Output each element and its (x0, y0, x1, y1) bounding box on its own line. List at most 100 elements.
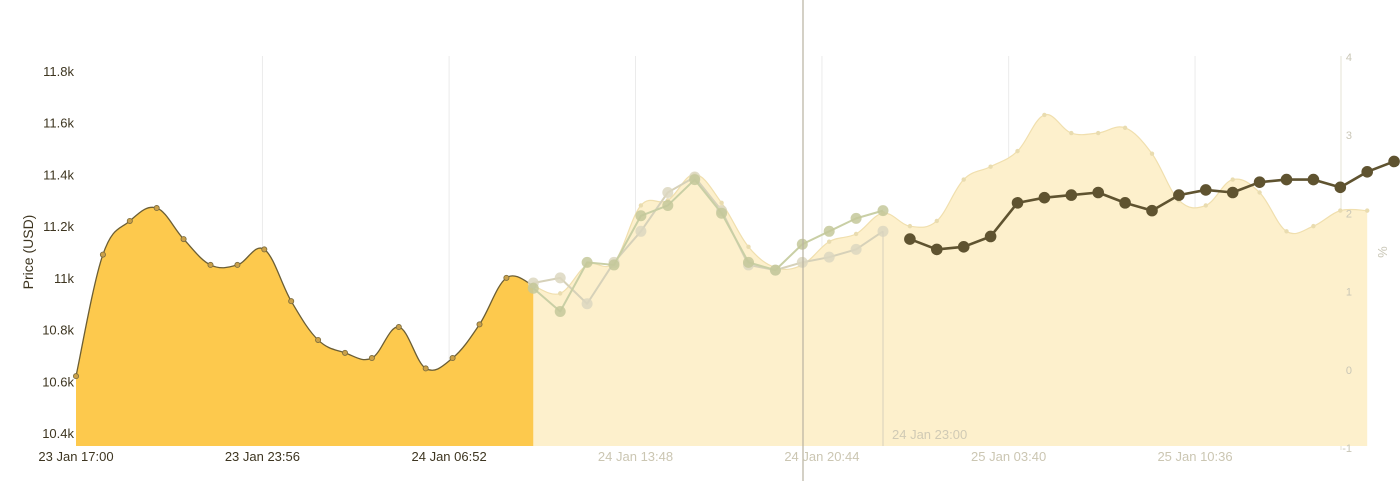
series-lines (527, 155, 1400, 317)
series-point (1226, 186, 1239, 199)
series-point (716, 207, 728, 219)
forecast-point (988, 164, 993, 169)
y2-tick-label: 1 (1346, 287, 1352, 299)
y-axis-title: Price (USD) (20, 215, 36, 290)
series-point (1146, 204, 1158, 217)
forecast-point (638, 203, 644, 208)
actual-point (395, 324, 402, 331)
x-tick-label: 23 Jan 17:00 (38, 449, 113, 464)
forecast-point (907, 223, 913, 229)
actual-point (449, 355, 456, 362)
actual-point (422, 365, 429, 372)
series-point (662, 199, 674, 211)
series-point (1011, 197, 1024, 209)
series-point (769, 264, 781, 276)
series-point (1253, 176, 1266, 188)
series-point (608, 259, 620, 271)
actual-point (180, 236, 187, 243)
series-point (554, 272, 566, 284)
y-tick-label: 10.4k (42, 426, 74, 441)
series-point (957, 241, 970, 253)
series-point (1092, 186, 1104, 199)
series-point (850, 243, 862, 255)
cursor-line: 24 Jan 23:00 (802, 0, 967, 481)
forecast-point (746, 244, 751, 250)
series-point (1307, 173, 1320, 186)
y-tick-label: 10.8k (42, 323, 74, 338)
series-point (527, 282, 539, 294)
y2-tick-label: 3 (1346, 130, 1352, 142)
series-point (635, 225, 647, 237)
actual-point (234, 261, 241, 268)
forecast-point (961, 177, 966, 182)
series-point (1280, 173, 1293, 186)
actual-point (315, 336, 322, 343)
series-point (554, 305, 566, 317)
forecast-point (719, 200, 724, 206)
series-point (904, 233, 916, 245)
series-point (1038, 191, 1051, 204)
series-point (984, 230, 997, 243)
series-point (1200, 184, 1212, 196)
y2-tick-label: -1 (1342, 443, 1352, 455)
series-point (635, 210, 647, 222)
y-axis-left: 10.4k 10.6k 10.8k 11k 11.2k 11.4k 11.6k 11.8k (42, 64, 74, 441)
forecast-area (531, 112, 1370, 446)
x-axis: 23 Jan 17:00 23 Jan 23:56 24 Jan 06:52 24 J… (38, 449, 1232, 464)
series-point (1361, 166, 1373, 178)
forecast-point (558, 291, 563, 296)
forecast-point (1257, 190, 1262, 195)
series-point (1173, 189, 1185, 201)
x-tick-label: 24 Jan 06:52 (412, 449, 487, 464)
x-tick-label: 23 Jan 23:56 (225, 449, 300, 464)
forecast-point (1096, 130, 1101, 136)
cursor-label: 24 Jan 23:00 (892, 427, 967, 442)
y-axis-right: -1 0 1 2 3 4 (1342, 52, 1352, 455)
y2-tick-label: 2 (1346, 208, 1352, 220)
y-tick-label: 11.2k (43, 219, 74, 234)
actual-point (261, 246, 268, 253)
forecast-point (1122, 125, 1128, 131)
series-point (823, 251, 835, 263)
forecast-point (1069, 130, 1074, 136)
x-tick-label: 25 Jan 10:36 (1157, 449, 1232, 464)
actual-area-fill (76, 207, 534, 446)
y-tick-label: 11k (54, 271, 74, 286)
y-tick-label: 10.6k (42, 374, 74, 389)
forecast-point (1230, 177, 1235, 182)
series-point (581, 256, 593, 268)
x-tick-label: 24 Jan 13:48 (598, 449, 673, 464)
series-point (796, 238, 808, 250)
actual-area (73, 205, 537, 446)
series-point (1334, 181, 1347, 194)
forecast-point (1311, 223, 1316, 229)
actual-point (207, 261, 214, 268)
actual-point (503, 274, 510, 281)
actual-point (368, 355, 375, 362)
y2-axis-title: % (1375, 246, 1390, 258)
actual-point (126, 217, 133, 224)
forecast-point (1015, 148, 1020, 154)
series-point (823, 225, 835, 237)
series-point (1119, 197, 1131, 209)
series-point (931, 243, 943, 256)
actual-point (73, 373, 80, 380)
series-point (689, 174, 701, 186)
series-point (1388, 155, 1400, 168)
series-point (850, 212, 862, 224)
series-point (662, 187, 674, 199)
actual-point (288, 298, 295, 305)
x-tick-label: 24 Jan 20:44 (784, 449, 859, 464)
forecast-point (1042, 112, 1047, 118)
x-tick-label: 25 Jan 03:40 (971, 449, 1046, 464)
actual-point (153, 205, 160, 212)
series-point (581, 298, 593, 310)
forecast-point (1338, 208, 1343, 213)
actual-point (476, 321, 483, 328)
actual-point (99, 251, 106, 258)
y2-tick-label: 4 (1346, 52, 1352, 64)
y-tick-label: 11.8k (43, 64, 74, 79)
series-point (743, 256, 754, 268)
forecast-point (827, 239, 832, 244)
